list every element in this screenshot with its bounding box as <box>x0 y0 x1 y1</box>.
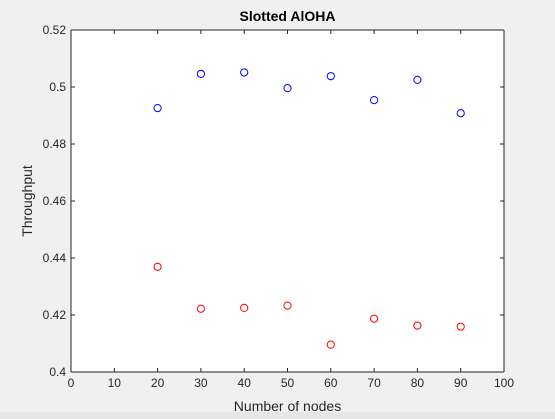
x-axis: 0 10 20 30 40 50 60 70 80 90 100 <box>68 30 514 390</box>
x-tick-label: 80 <box>411 376 425 390</box>
x-tick-label: 90 <box>454 376 468 390</box>
x-tick-label: 40 <box>238 376 252 390</box>
data-point <box>326 340 335 349</box>
data-point <box>370 96 379 105</box>
y-tick-label: 0.52 <box>43 23 67 37</box>
x-tick-label: 30 <box>194 376 208 390</box>
data-point <box>196 69 205 78</box>
x-tick-label: 10 <box>108 376 122 390</box>
y-tick-label: 0.48 <box>43 137 67 151</box>
data-point <box>370 314 379 323</box>
y-tick-label: 0.5 <box>49 80 66 94</box>
data-point <box>153 262 162 271</box>
x-tick-label: 50 <box>281 376 295 390</box>
data-point <box>456 109 465 118</box>
y-axis: 0.4 0.42 0.44 0.46 0.48 0.5 0.52 <box>43 23 504 379</box>
data-point <box>413 75 422 84</box>
plot-area <box>71 30 504 372</box>
window-bottom-strip <box>0 412 555 419</box>
data-point <box>283 84 292 93</box>
data-point <box>413 321 422 330</box>
data-markers <box>153 68 465 349</box>
data-point <box>240 68 249 77</box>
y-tick-label: 0.4 <box>49 365 66 379</box>
data-point <box>283 301 292 310</box>
x-axis-label: Number of nodes <box>234 398 341 414</box>
y-axis-label: Throughput <box>19 165 35 237</box>
chart-title: Slotted AlOHA <box>240 8 336 24</box>
x-tick-label: 60 <box>324 376 338 390</box>
y-tick-label: 0.44 <box>43 251 67 265</box>
y-tick-label: 0.46 <box>43 194 67 208</box>
x-tick-label: 70 <box>367 376 381 390</box>
data-point <box>153 103 162 113</box>
x-tick-label: 100 <box>494 376 514 390</box>
data-point <box>196 304 205 313</box>
data-point <box>240 303 249 312</box>
x-tick-label: 20 <box>151 376 165 390</box>
y-tick-label: 0.42 <box>43 308 67 322</box>
data-point <box>326 72 335 81</box>
x-tick-label: 0 <box>68 376 75 390</box>
data-point <box>456 322 465 331</box>
